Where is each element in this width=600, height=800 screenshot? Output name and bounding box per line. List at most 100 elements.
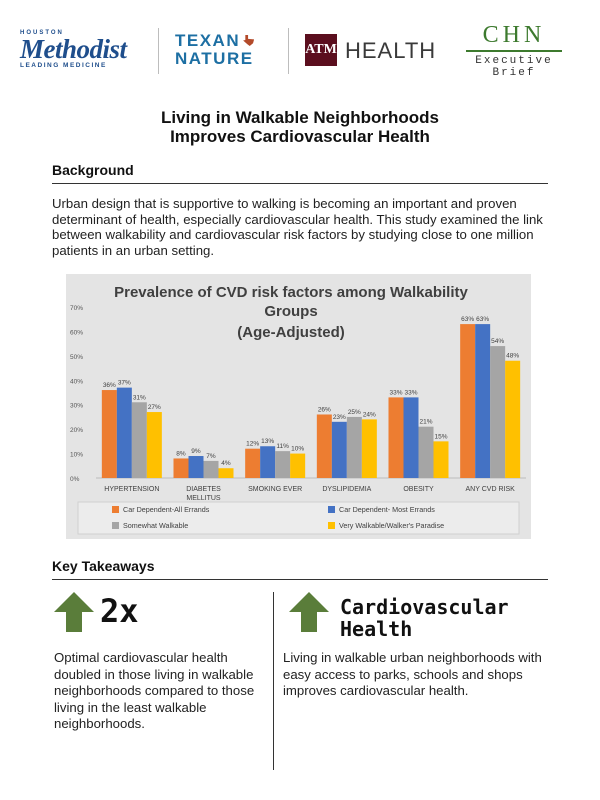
bar (316, 414, 332, 478)
data-label: 10% (291, 446, 304, 453)
legend-swatch (328, 522, 335, 529)
data-label: 33% (389, 389, 402, 396)
bar (505, 360, 521, 478)
logo-divider (288, 28, 289, 74)
y-tick-label: 70% (70, 305, 83, 312)
cardio-heading-line-2: Health (340, 617, 413, 641)
bar (188, 456, 204, 478)
data-label: 48% (506, 353, 519, 360)
y-tick-label: 60% (70, 329, 83, 336)
texan-word: TEXAN (175, 31, 241, 50)
background-heading: Background (52, 162, 548, 184)
data-label: 24% (363, 411, 376, 418)
y-tick-label: 0% (70, 476, 80, 483)
legend-swatch (112, 522, 119, 529)
y-tick-label: 20% (70, 427, 83, 434)
bar (260, 446, 276, 478)
takeaway-cardio-heading: Cardiovascular Health (340, 596, 560, 640)
takeaway-left-text: Optimal cardiovascular health doubled in… (54, 650, 255, 731)
x-tick-label: OBESITY (403, 486, 434, 493)
bar (101, 390, 117, 478)
legend-entry: Very Walkable/Walker's Paradise (339, 521, 444, 530)
bar (245, 448, 261, 478)
data-label: 15% (434, 433, 447, 440)
x-tick-label: HYPERTENSION (104, 486, 159, 493)
title-line-1: Living in Walkable Neighborhoods (161, 108, 439, 127)
x-tick-label: DIABETES (186, 486, 221, 493)
data-label: 27% (148, 404, 161, 411)
texan-nature-logo: TEXAN NATURE (175, 32, 275, 68)
bar (346, 416, 362, 478)
y-tick-label: 50% (70, 354, 83, 361)
takeaway-2x: 2x (100, 592, 139, 630)
data-label: 63% (461, 316, 474, 323)
data-label: 36% (103, 382, 116, 389)
bar (173, 458, 189, 478)
chn-subtitle-2: Brief (492, 67, 536, 79)
data-label: 13% (261, 438, 274, 445)
legend-swatch (328, 506, 335, 513)
bar (403, 397, 419, 478)
x-tick-label: ANY CVD RISK (466, 486, 516, 493)
takeaway-divider (273, 592, 274, 770)
bar (203, 460, 219, 478)
data-label: 8% (176, 450, 186, 457)
texas-state-icon (243, 35, 255, 46)
data-label: 7% (206, 453, 216, 460)
bar (388, 397, 404, 478)
data-label: 37% (118, 380, 131, 387)
chn-underline (466, 50, 562, 52)
data-label: 31% (133, 394, 146, 401)
data-label: 11% (276, 443, 289, 450)
bar (218, 468, 234, 478)
data-label: 12% (246, 441, 259, 448)
data-label: 23% (333, 414, 346, 421)
takeaway-right-text: Living in walkable urban neighborhoods w… (283, 650, 542, 698)
legend-swatch (112, 506, 119, 513)
data-label: 54% (491, 338, 504, 345)
methodist-name: Methodist (20, 34, 127, 64)
chart-title-line-1: Prevalence of CVD risk factors among Wal… (114, 284, 468, 301)
up-arrow-icon (289, 592, 329, 632)
texas-am-health-logo: ATM HEALTH (305, 34, 435, 70)
nature-word: NATURE (175, 49, 254, 68)
y-tick-label: 30% (70, 403, 83, 410)
background-text: Urban design that is supportive to walki… (52, 196, 543, 258)
data-label: 63% (476, 316, 489, 323)
legend-entry: Somewhat Walkable (123, 521, 188, 530)
chart-subtitle: (Age-Adjusted) (237, 324, 345, 341)
bar (490, 346, 506, 478)
bar (460, 324, 476, 478)
cardio-heading-line-1: Cardiovascular (340, 595, 509, 619)
bar (131, 402, 147, 478)
tamu-health-word: HEALTH (345, 38, 437, 63)
bar (116, 387, 132, 478)
legend-entry: Car Dependent- Most Errands (339, 505, 435, 514)
bar (361, 419, 377, 478)
methodist-top-text: HOUSTON (20, 30, 64, 36)
chn-title: CHN (482, 22, 546, 48)
data-label: 21% (419, 419, 432, 426)
chart-title-line-2: Groups (264, 303, 317, 320)
legend-box (77, 501, 520, 535)
y-tick-label: 10% (70, 452, 83, 459)
chn-subtitle-1: Executive (475, 55, 553, 67)
methodist-tagline: LEADING MEDICINE (20, 62, 107, 69)
data-label: 33% (404, 389, 417, 396)
bar (146, 412, 162, 478)
houston-methodist-logo: HOUSTON Methodist LEADING MEDICINE (20, 30, 145, 69)
tamu-mark: ATM (305, 34, 337, 66)
cvd-risk-chart: Prevalence of CVD risk factors among Wal… (66, 274, 531, 539)
bar (418, 426, 434, 478)
data-label: 4% (221, 460, 231, 467)
data-label: 9% (191, 448, 201, 455)
bar (433, 441, 449, 478)
bar (331, 421, 347, 478)
legend-entry: Car Dependent-All Errands (123, 505, 210, 514)
title-line-2: Improves Cardiovascular Health (170, 127, 430, 146)
data-label: 25% (348, 409, 361, 416)
y-tick-label: 40% (70, 378, 83, 385)
up-arrow-icon (54, 592, 94, 632)
data-label: 26% (318, 406, 331, 413)
x-tick-label: SMOKING EVER (248, 486, 302, 493)
